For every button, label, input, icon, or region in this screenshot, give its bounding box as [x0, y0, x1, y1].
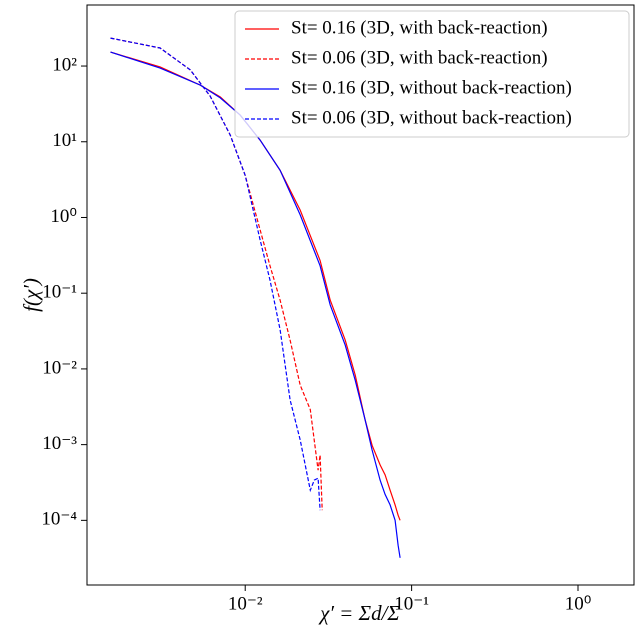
y-tick-label: 10⁻¹	[42, 282, 77, 303]
y-tick-label: 10⁰	[50, 206, 77, 227]
legend-box	[234, 10, 630, 138]
x-tick-label: 10⁻¹	[394, 593, 429, 614]
y-tick-label: 10⁻²	[42, 357, 77, 378]
data-line	[110, 37, 321, 511]
plot-frame	[86, 4, 635, 586]
x-axis-label: χ′ = Σd/Σ	[318, 601, 400, 625]
x-tick-label: 10⁰	[565, 593, 592, 614]
data-line	[110, 51, 401, 558]
legend-label: St= 0.16 (3D, with back-reaction)	[291, 17, 548, 38]
y-tick-label: 10⁻⁴	[41, 509, 77, 530]
legend-label: St= 0.16 (3D, without back-reaction)	[291, 77, 572, 98]
y-tick-label: 10²	[52, 54, 77, 75]
y-tick-label: 10⁻³	[42, 433, 77, 454]
y-axis-label: f(χ′)	[19, 278, 43, 312]
x-tick-label: 10⁻²	[228, 593, 263, 614]
legend-label: St= 0.06 (3D, with back-reaction)	[291, 47, 548, 68]
legend-label: St= 0.06 (3D, without back-reaction)	[291, 107, 572, 128]
y-tick-label: 10¹	[52, 130, 77, 151]
